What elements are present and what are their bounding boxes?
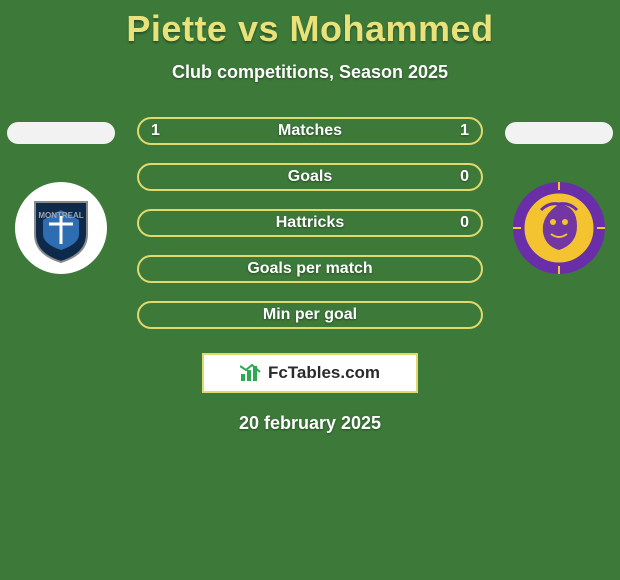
stat-label: Matches bbox=[139, 122, 481, 140]
stat-row-goals: Goals 0 bbox=[137, 163, 483, 191]
stat-right-value: 0 bbox=[455, 168, 469, 186]
stat-row-goals-per-match: Goals per match bbox=[137, 255, 483, 283]
comparison-card: Piette vs Mohammed Club competitions, Se… bbox=[0, 0, 620, 580]
stat-label: Min per goal bbox=[139, 306, 481, 324]
footer-date: 20 february 2025 bbox=[0, 413, 620, 434]
stat-label: Goals bbox=[139, 168, 481, 186]
brand-box[interactable]: FcTables.com bbox=[202, 353, 418, 393]
stat-left-value: 1 bbox=[151, 122, 165, 140]
player-left-name: Piette bbox=[126, 8, 227, 49]
player-left-slot: MONTREAL bbox=[6, 122, 116, 276]
stat-row-matches: 1 Matches 1 bbox=[137, 117, 483, 145]
stat-row-min-per-goal: Min per goal bbox=[137, 301, 483, 329]
stat-row-hattricks: Hattricks 0 bbox=[137, 209, 483, 237]
stat-label: Hattricks bbox=[139, 214, 481, 232]
player-left-pill bbox=[7, 122, 115, 144]
orlando-crest-icon bbox=[511, 180, 607, 276]
stat-label: Goals per match bbox=[139, 260, 481, 278]
player-right-pill bbox=[505, 122, 613, 144]
bar-chart-icon bbox=[240, 364, 262, 382]
player-right-name: Mohammed bbox=[290, 8, 494, 49]
team-right-crest bbox=[511, 180, 607, 276]
svg-text:MONTREAL: MONTREAL bbox=[38, 211, 83, 220]
vs-label: vs bbox=[238, 8, 279, 49]
stat-right-value: 1 bbox=[455, 122, 469, 140]
subtitle: Club competitions, Season 2025 bbox=[0, 62, 620, 83]
montreal-crest-icon: MONTREAL bbox=[13, 180, 109, 276]
player-right-slot bbox=[504, 122, 614, 276]
stat-right-value: 0 bbox=[455, 214, 469, 232]
brand-text: FcTables.com bbox=[268, 363, 380, 383]
team-left-crest: MONTREAL bbox=[13, 180, 109, 276]
page-title: Piette vs Mohammed bbox=[0, 0, 620, 50]
